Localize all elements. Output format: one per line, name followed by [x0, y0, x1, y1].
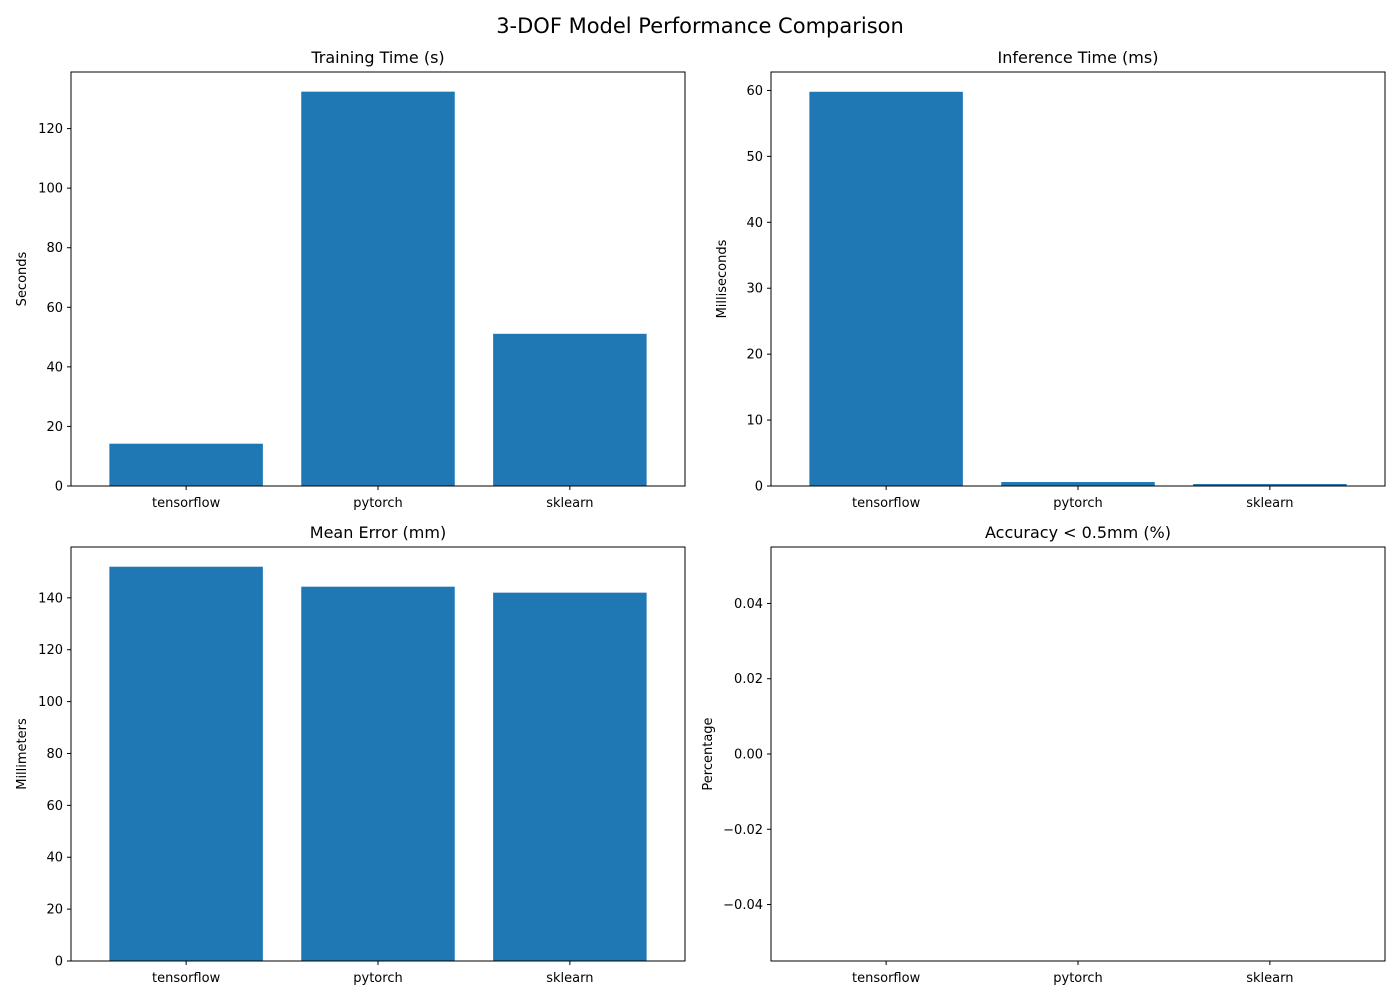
y-tick-label: 120 — [38, 643, 63, 658]
x-tick-label: tensorflow — [852, 971, 921, 986]
y-tick-label: 30 — [746, 282, 763, 297]
y-axis-label: Percentage — [701, 717, 716, 790]
y-tick-label: 120 — [38, 122, 63, 137]
y-tick-label: 40 — [46, 851, 63, 866]
x-tick-label: tensorflow — [152, 496, 221, 511]
x-tick-label: tensorflow — [852, 496, 921, 511]
y-tick-label: 80 — [46, 241, 63, 256]
y-tick-label: 0.02 — [734, 672, 763, 687]
bar-tensorflow — [109, 566, 263, 961]
y-tick-label: 140 — [38, 591, 63, 606]
bar-pytorch — [301, 91, 455, 486]
y-tick-label: 80 — [46, 747, 63, 762]
subplot-title: Accuracy < 0.5mm (%) — [985, 523, 1171, 542]
subplot-2: Inference Time (ms) 0 10 20 30 40 50 60 tensorfl… — [715, 48, 1386, 511]
y-tick-label: 60 — [46, 301, 63, 316]
y-tick-label: 0.04 — [734, 597, 763, 612]
x-tick-label: pytorch — [1053, 496, 1102, 511]
subplot-4: Accuracy < 0.5mm (%) −0.04 −0.02 0.00 0.02 0.… — [701, 523, 1386, 986]
subplot-3: Mean Error (mm) 0 20 40 60 80 100 120 140 tensorf… — [15, 523, 686, 986]
bar-sklearn — [493, 592, 647, 961]
x-tick-label: pytorch — [1053, 971, 1102, 986]
x-tick-label: sklearn — [546, 971, 593, 986]
y-tick-label: 10 — [746, 414, 763, 429]
y-tick-label: 50 — [746, 150, 763, 165]
x-tick-label: pytorch — [353, 971, 402, 986]
bar-sklearn — [1193, 484, 1347, 486]
subplot-title: Mean Error (mm) — [310, 523, 446, 542]
subplot-1: Training Time (s) 0 20 40 60 80 100 120 tensorfl… — [15, 48, 686, 511]
y-tick-label: 20 — [46, 903, 63, 918]
x-tick-label: tensorflow — [152, 971, 221, 986]
y-tick-label: 60 — [746, 84, 763, 99]
y-tick-label: 100 — [38, 182, 63, 197]
y-tick-label: 0.00 — [734, 748, 763, 763]
y-tick-label: 100 — [38, 695, 63, 710]
subplot-title: Training Time (s) — [310, 48, 444, 67]
y-tick-label: 0 — [55, 480, 63, 495]
bar-pytorch — [301, 586, 455, 961]
y-axis-label: Millimeters — [15, 718, 30, 790]
y-tick-label: 0 — [55, 955, 63, 970]
subplot-title: Inference Time (ms) — [998, 48, 1159, 67]
bar-tensorflow — [109, 443, 263, 486]
x-tick-label: sklearn — [1246, 971, 1293, 986]
x-tick-label: sklearn — [546, 496, 593, 511]
x-tick-label: sklearn — [1246, 496, 1293, 511]
bar-pytorch — [1001, 482, 1155, 486]
y-tick-label: 60 — [46, 799, 63, 814]
x-tick-label: pytorch — [353, 496, 402, 511]
y-axis-label: Milliseconds — [715, 239, 730, 318]
y-tick-label: 40 — [746, 216, 763, 231]
bar-tensorflow — [809, 91, 963, 486]
y-tick-label: 20 — [746, 348, 763, 363]
y-axis-label: Seconds — [15, 251, 30, 306]
y-tick-label: −0.02 — [723, 823, 763, 838]
y-tick-label: 20 — [46, 420, 63, 435]
y-tick-label: 40 — [46, 360, 63, 375]
bar-sklearn — [493, 333, 647, 486]
y-tick-label: −0.04 — [723, 898, 763, 913]
y-tick-label: 0 — [755, 480, 763, 495]
figure-title: 3-DOF Model Performance Comparison — [496, 14, 904, 38]
axes-frame — [770, 546, 1386, 962]
